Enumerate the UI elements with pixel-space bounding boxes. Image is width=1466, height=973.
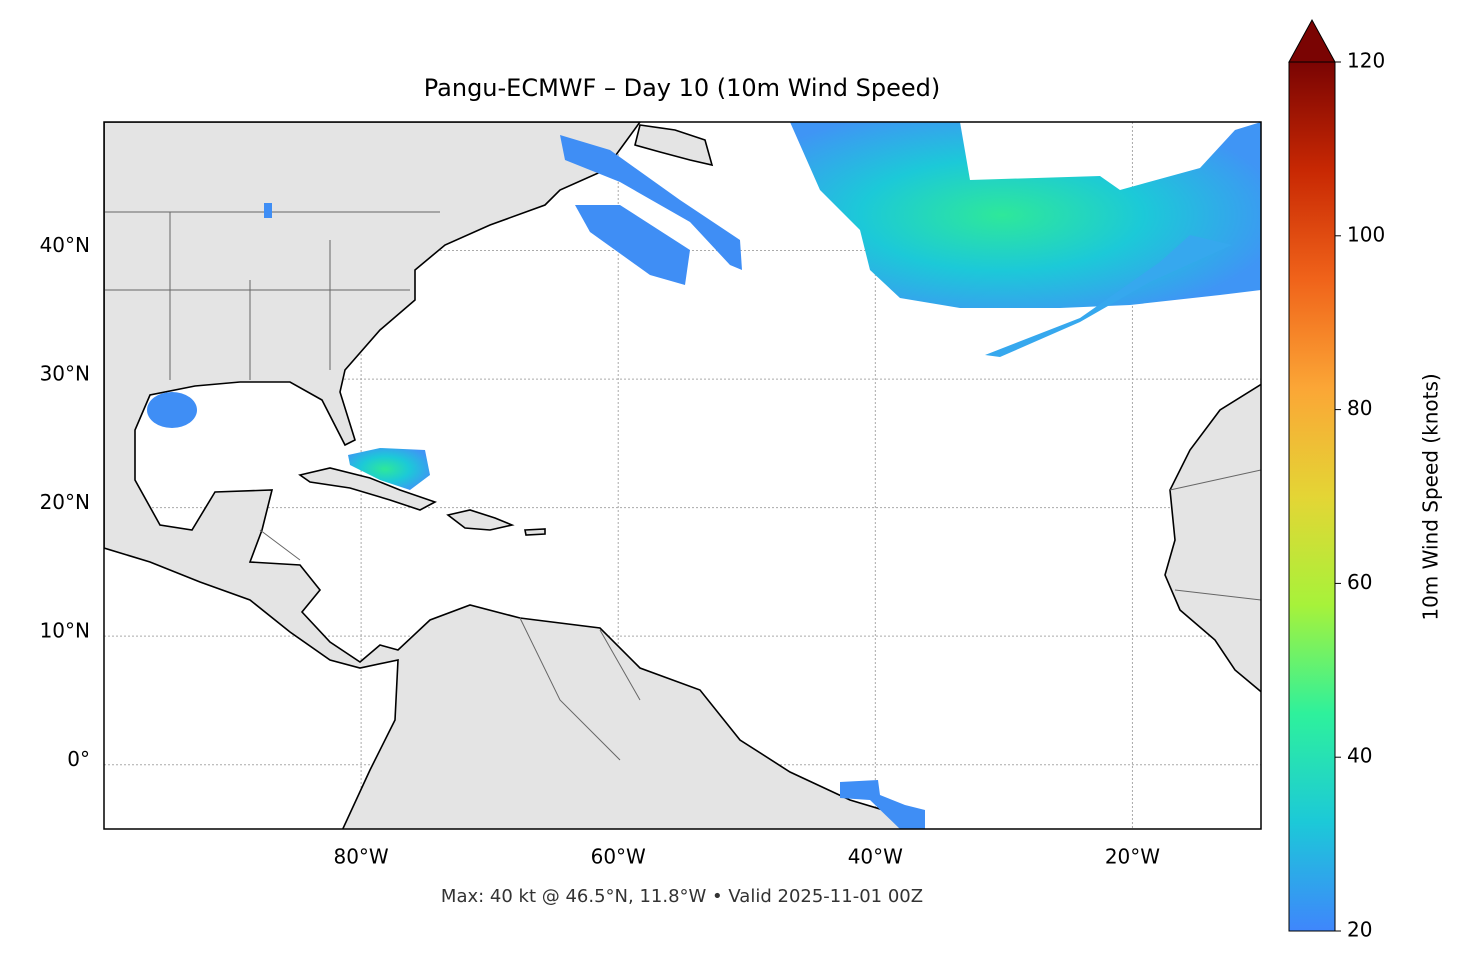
colorbar-extend bbox=[1288, 18, 1336, 63]
map-layers bbox=[104, 122, 1261, 829]
colorbar: 20 40 60 80 100 120 bbox=[1288, 18, 1385, 942]
colorbar-tick-label: 20 bbox=[1347, 918, 1372, 942]
colorbar-tick-label: 60 bbox=[1347, 570, 1372, 594]
land-hispaniola bbox=[446, 509, 515, 531]
x-tick-label: 60°W bbox=[591, 845, 646, 869]
wind-field bbox=[147, 122, 1261, 829]
land-puerto-rico bbox=[524, 528, 546, 536]
land-americas bbox=[104, 122, 919, 829]
y-tick-label: 40°N bbox=[40, 233, 90, 257]
wind-patch bbox=[840, 780, 925, 829]
wind-patch bbox=[790, 122, 1261, 308]
wind-patch bbox=[985, 235, 1232, 357]
land-africa bbox=[1164, 383, 1261, 693]
wind-patch bbox=[560, 135, 742, 270]
x-tick-label: 20°W bbox=[1105, 845, 1160, 869]
colorbar-tick-label: 40 bbox=[1347, 744, 1372, 768]
colorbar-tick-label: 100 bbox=[1347, 222, 1385, 246]
colorbar-tick-label: 120 bbox=[1347, 49, 1385, 73]
y-tick-label: 30°N bbox=[40, 362, 90, 386]
y-tick-label: 20°N bbox=[40, 490, 90, 514]
wind-patch bbox=[147, 392, 197, 428]
x-tick-label: 80°W bbox=[333, 845, 388, 869]
wind-patch bbox=[348, 448, 430, 490]
chart-title: Pangu-ECMWF – Day 10 (10m Wind Speed) bbox=[424, 74, 940, 102]
footer-note: Max: 40 kt @ 46.5°N, 11.8°W • Valid 2025… bbox=[441, 886, 923, 907]
colorbar-ramp bbox=[1288, 61, 1336, 932]
colorbar-label: 10m Wind Speed (knots) bbox=[1419, 373, 1443, 620]
y-tick-label: 10°N bbox=[40, 619, 90, 643]
land-cuba bbox=[298, 467, 437, 511]
land-newfoundland bbox=[634, 124, 714, 167]
wind-patch bbox=[264, 203, 272, 218]
y-tick-label: 0° bbox=[67, 747, 90, 771]
wind-patch bbox=[575, 205, 690, 285]
colorbar-tick-label: 80 bbox=[1347, 396, 1372, 420]
map-frame bbox=[103, 121, 1262, 830]
x-tick-label: 40°W bbox=[848, 845, 903, 869]
